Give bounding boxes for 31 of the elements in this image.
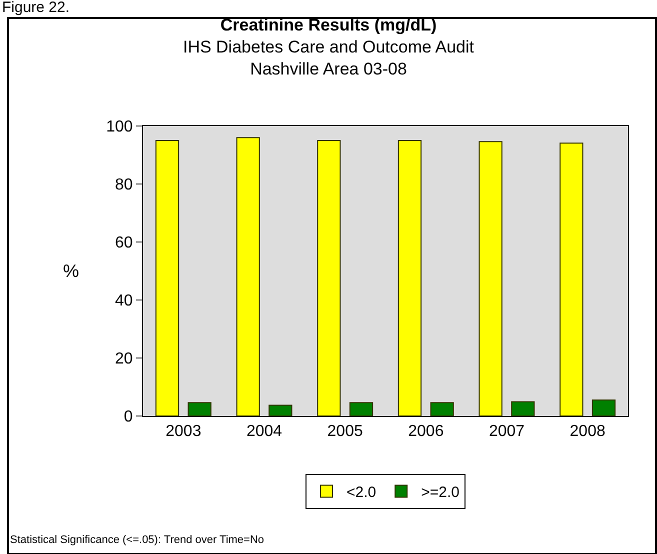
x-tick-label: 2007	[488, 423, 525, 440]
y-tick-label: 0	[124, 408, 133, 426]
legend-label: <2.0	[346, 484, 376, 502]
bar	[511, 401, 535, 416]
legend-label: >=2.0	[421, 484, 460, 502]
x-tick-label: 2003	[166, 423, 202, 440]
caption: Figure 22.	[2, 0, 70, 16]
bar	[317, 140, 341, 416]
y-tick-label: 80	[115, 176, 133, 194]
bar	[560, 142, 584, 416]
y-tick-label: 20	[115, 350, 133, 368]
bar	[188, 402, 212, 416]
bar	[155, 140, 180, 416]
bar	[478, 141, 502, 416]
text: Statistical Significance (<=.05): Trend over Time=No	[10, 534, 264, 546]
y-tick-label: 100	[106, 118, 133, 136]
bar	[349, 402, 374, 416]
y-tick-label: 40	[115, 292, 133, 310]
y-tick-label: 60	[115, 234, 133, 252]
chart-title: Creatinine Results (mg/dL)	[220, 15, 437, 34]
bar	[430, 402, 454, 416]
bar	[398, 140, 422, 416]
x-tick-label: 2008	[570, 423, 606, 440]
bar	[268, 404, 292, 416]
bar	[592, 400, 616, 416]
y-axis-title: %	[63, 261, 80, 281]
chart-subtitle: IHS Diabetes Care and Outcome Audit Nashville Area 03-08	[182, 38, 474, 79]
x-tick-label: 2006	[408, 423, 444, 440]
bar	[236, 137, 260, 416]
x-tick-label: 2004	[246, 423, 282, 440]
x-tick-label: 2005	[327, 423, 363, 440]
